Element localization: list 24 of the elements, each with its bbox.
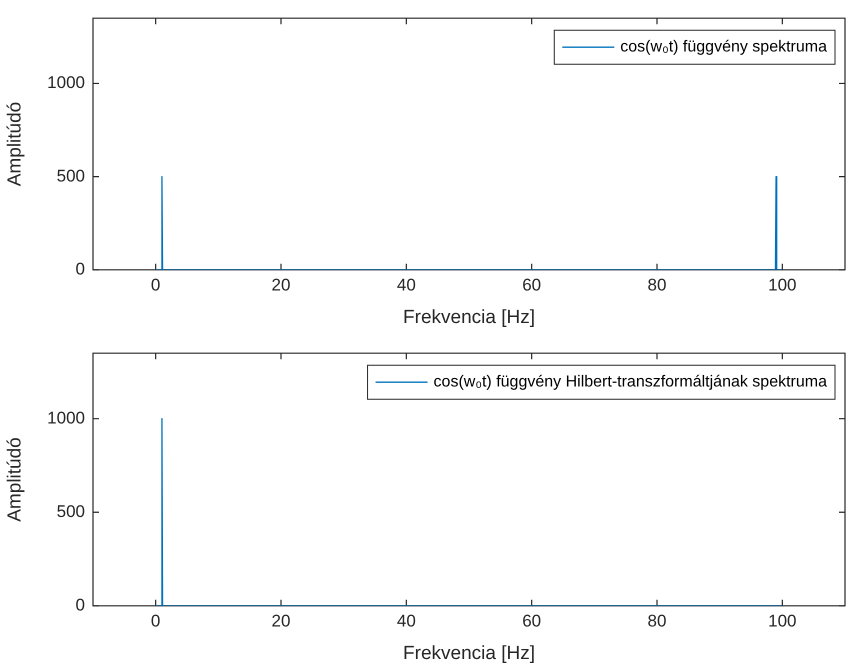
x-tick-label: 20 — [272, 276, 290, 295]
y-tick-label: 1000 — [47, 408, 85, 428]
x-axis-title: Frekvencia [Hz] — [403, 642, 535, 664]
x-tick-label: 0 — [150, 276, 160, 295]
legend-label: cos(w₀t) függvény spektruma — [620, 38, 828, 56]
y-tick-label: 0 — [76, 259, 85, 278]
x-tick-label: 80 — [648, 276, 666, 295]
y-axis-title: Amplitúdó — [4, 102, 26, 186]
y-axis-title: Amplitúdó — [4, 437, 26, 522]
x-tick-label: 0 — [150, 612, 160, 631]
x-tick-label: 40 — [396, 612, 416, 631]
x-tick-label: 60 — [522, 612, 542, 631]
y-tick-label: 500 — [56, 166, 85, 186]
legend-label: cos(w₀t) függvény Hilbert-transzformáltjának spektruma — [434, 374, 828, 391]
y-tick-label: 1000 — [47, 73, 85, 92]
x-axis-title: Frekvencia [Hz] — [403, 306, 535, 328]
x-tick-label: 100 — [768, 612, 797, 631]
x-tick-label: 40 — [396, 276, 416, 295]
y-tick-label: 0 — [76, 595, 85, 614]
x-tick-label: 100 — [768, 276, 797, 295]
x-tick-label: 80 — [648, 612, 666, 631]
y-tick-label: 500 — [56, 502, 85, 521]
x-tick-label: 60 — [522, 276, 542, 295]
x-tick-label: 20 — [272, 612, 290, 631]
